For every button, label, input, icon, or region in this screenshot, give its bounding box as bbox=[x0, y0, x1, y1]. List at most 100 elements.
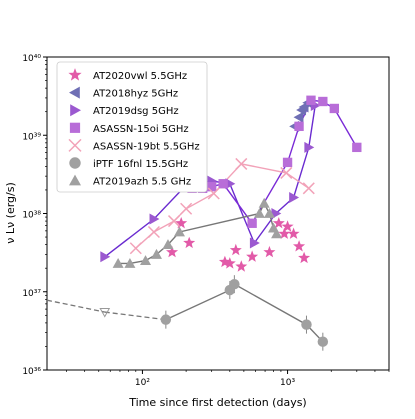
data-point bbox=[253, 208, 265, 218]
x-stroke bbox=[167, 215, 181, 228]
data-point bbox=[140, 255, 152, 266]
legend-label: ASASSN-15oi 5GHz bbox=[93, 124, 189, 135]
data-point bbox=[207, 187, 220, 200]
data-point bbox=[235, 157, 248, 170]
data-point bbox=[298, 251, 311, 264]
upper-limit-extension-line bbox=[46, 299, 105, 313]
series-line bbox=[165, 283, 324, 343]
axis-ticks: 10³⁶ 10³⁷ 10³⁸ 10³⁹ 10⁴⁰ 10² 10³ bbox=[22, 54, 390, 388]
x-axis-label: Time since first detection (days) bbox=[128, 396, 306, 409]
x-stroke bbox=[180, 202, 193, 215]
data-point bbox=[304, 141, 315, 153]
data-point bbox=[278, 227, 291, 239]
y-tick-label: 10³⁶ bbox=[22, 367, 41, 377]
legend-box bbox=[56, 61, 208, 193]
data-point bbox=[223, 257, 236, 269]
x-tick-label: 10² bbox=[135, 378, 150, 388]
legend-label: AT2020vwl 5.5GHz bbox=[93, 71, 187, 82]
data-point bbox=[247, 218, 257, 228]
data-point bbox=[112, 257, 124, 268]
legend-marker bbox=[69, 86, 80, 99]
data-point bbox=[235, 260, 248, 272]
data-point bbox=[317, 336, 329, 347]
data-point bbox=[100, 251, 111, 263]
upper-limit-marker bbox=[99, 307, 111, 318]
data-point bbox=[293, 111, 304, 123]
data-point bbox=[167, 215, 181, 228]
series-triangle-up bbox=[112, 197, 283, 268]
data-point bbox=[301, 319, 312, 330]
data-point bbox=[162, 239, 174, 250]
data-point bbox=[352, 142, 362, 153]
x-stroke bbox=[280, 166, 293, 179]
data-point bbox=[175, 217, 188, 229]
data-point bbox=[272, 217, 285, 229]
data-point bbox=[225, 178, 236, 190]
data-point bbox=[263, 245, 276, 258]
x-stroke bbox=[68, 138, 82, 152]
data-point bbox=[218, 179, 228, 189]
y-tick-label: 10³⁷ bbox=[22, 289, 41, 299]
data-point bbox=[294, 121, 304, 132]
series-line bbox=[104, 105, 316, 258]
upper-limit-connector-line bbox=[104, 311, 166, 321]
legend-label: AT2018hyz 5GHz bbox=[93, 89, 178, 100]
data-point bbox=[229, 278, 240, 290]
data-point bbox=[129, 242, 142, 255]
legend-label: AT2019azh 5.5 GHz bbox=[93, 177, 191, 188]
x-stroke bbox=[129, 242, 142, 255]
series-circle bbox=[160, 278, 329, 347]
y-axis-label: ν Lν (erg/s) bbox=[4, 182, 17, 244]
data-point bbox=[293, 240, 306, 252]
data-point bbox=[246, 250, 259, 262]
x-stroke bbox=[302, 182, 315, 195]
data-point bbox=[282, 157, 293, 168]
legend-marker bbox=[68, 138, 82, 152]
data-point bbox=[263, 208, 275, 218]
x-stroke bbox=[147, 225, 160, 239]
data-point bbox=[229, 243, 242, 256]
x-stroke bbox=[235, 157, 248, 170]
data-point bbox=[287, 227, 300, 239]
legend-label: AT2019dsg 5GHz bbox=[93, 106, 179, 117]
data-point bbox=[302, 182, 315, 195]
legend-marker bbox=[69, 122, 81, 133]
data-point bbox=[280, 166, 293, 179]
series-x bbox=[129, 157, 315, 255]
data-point bbox=[218, 255, 231, 268]
x-stroke bbox=[207, 187, 220, 200]
x-tick-label: 10³ bbox=[280, 378, 295, 388]
series-line bbox=[135, 163, 310, 249]
data-point bbox=[149, 213, 160, 225]
data-point bbox=[329, 103, 339, 114]
data-point bbox=[306, 95, 316, 105]
data-point bbox=[289, 192, 300, 204]
data-point bbox=[183, 236, 196, 249]
legend-marker bbox=[69, 174, 81, 186]
data-point bbox=[160, 314, 172, 325]
data-point bbox=[318, 96, 328, 107]
data-point bbox=[281, 220, 294, 232]
y-tick-label: 10⁴⁰ bbox=[22, 54, 41, 64]
data-point bbox=[249, 237, 260, 249]
y-tick-label: 10³⁸ bbox=[22, 211, 41, 221]
legend: AT2020vwl 5.5GHz AT2018hyz 5GHz AT2019dsg … bbox=[56, 61, 208, 193]
data-point bbox=[124, 257, 136, 268]
data-point bbox=[150, 248, 162, 259]
data-point bbox=[258, 197, 270, 208]
legend-label: ASASSN-19bt 5.5GHz bbox=[93, 141, 200, 152]
legend-marker bbox=[68, 68, 82, 81]
data-point bbox=[166, 245, 179, 258]
legend-label: iPTF 16fnl 15.5GHz bbox=[93, 159, 188, 170]
legend-marker bbox=[69, 157, 81, 169]
data-point bbox=[207, 182, 217, 192]
data-point bbox=[180, 202, 193, 215]
series-star bbox=[166, 217, 311, 272]
y-tick-label: 10³⁹ bbox=[22, 132, 41, 142]
legend-marker bbox=[70, 104, 81, 117]
data-point bbox=[173, 226, 185, 237]
data-point bbox=[147, 225, 160, 239]
data-point bbox=[271, 228, 283, 239]
